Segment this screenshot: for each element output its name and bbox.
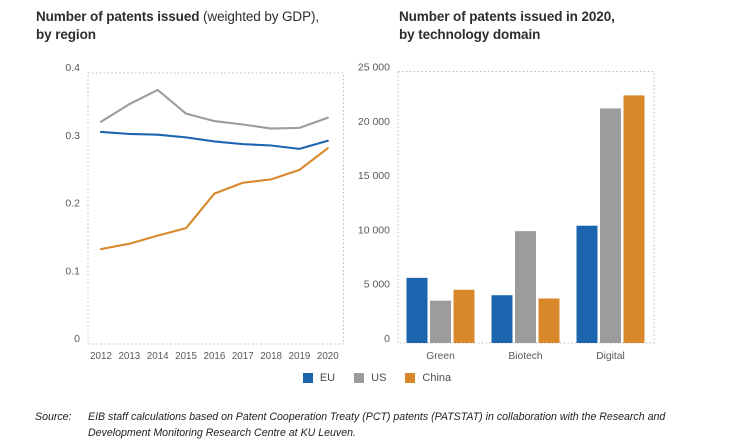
y-axis-tick-label: 0.3	[65, 130, 80, 142]
y-axis-tick-label: 5 000	[364, 279, 390, 291]
x-axis-year-label: 2019	[289, 351, 311, 362]
y-axis-tick-label: 25 000	[358, 62, 390, 74]
bar-digital-china	[623, 95, 645, 343]
bar-digital-us	[600, 108, 621, 343]
y-axis-tick-label: 10 000	[358, 224, 390, 236]
source-note: Source: EIB staff calculations based on …	[35, 410, 715, 441]
bar-green-china	[453, 289, 475, 343]
legend-item-eu: EU	[302, 372, 336, 384]
x-axis-year-label: 2015	[175, 351, 197, 362]
legend-swatch-china	[405, 373, 416, 383]
legend-swatch-us	[354, 373, 365, 383]
legend-label: China	[422, 372, 452, 384]
right-chart-title: Number of patents issued in 2020, by tech…	[399, 8, 719, 44]
legend-swatch-eu	[302, 373, 313, 383]
legend-label: US	[371, 372, 387, 384]
right-chart-title-line1: Number of patents issued in 2020,	[399, 9, 615, 24]
x-axis-year-label: 2018	[260, 351, 282, 362]
y-axis-tick-label: 0	[384, 333, 390, 345]
plot-border	[87, 72, 344, 345]
bar-biotech-china	[538, 298, 560, 343]
source-text: EIB staff calculations based on Patent C…	[88, 411, 666, 439]
left-chart-title-normal: (weighted by GDP),	[199, 9, 320, 24]
legend: EU US China	[0, 372, 740, 384]
right-chart-title-line2: by technology domain	[399, 27, 541, 42]
x-axis-category-label: Green	[426, 351, 455, 362]
legend-item-china: China	[405, 372, 451, 384]
legend-label: EU	[319, 372, 336, 384]
left-chart-title-line2: by region	[36, 27, 96, 42]
bar-green-us	[430, 300, 451, 343]
x-axis-category-label: Biotech	[508, 351, 543, 362]
x-axis-category-label: Digital	[596, 351, 625, 362]
bar-biotech-us	[515, 231, 536, 343]
legend-item-us: US	[354, 372, 386, 384]
y-axis-tick-label: 0.4	[65, 62, 80, 74]
left-chart-title: Number of patents issued (weighted by GD…	[36, 8, 381, 44]
line-series-china	[99, 147, 329, 251]
left-chart-title-bold: Number of patents issued	[36, 9, 200, 24]
x-axis-year-label: 2017	[232, 351, 254, 362]
y-axis-tick-label: 0.1	[65, 265, 80, 277]
source-label: Source:	[35, 411, 72, 423]
line-chart-patents-by-region: 0 0.1 0.2 0.3 0.4 2012 2013 2014 2015 2016 2017 201…	[65, 62, 344, 362]
x-axis-year-label: 2012	[90, 351, 112, 362]
line-series-eu	[99, 130, 329, 150]
x-axis-year-label: 2013	[118, 351, 140, 362]
y-axis-tick-label: 0.2	[65, 198, 80, 210]
bar-digital-eu	[576, 225, 598, 343]
x-axis-year-label: 2016	[204, 351, 226, 362]
bar-biotech-eu	[491, 295, 513, 343]
bar-green-eu	[406, 277, 428, 343]
bar-chart-patents-by-domain: 0 5 000 10 000 15 000 20 000 25 000 Green Biote…	[358, 62, 655, 362]
y-axis-tick-label: 0	[74, 333, 80, 345]
x-axis-year-label: 2014	[147, 351, 169, 362]
y-axis-tick-label: 20 000	[358, 116, 390, 128]
line-series-us	[99, 88, 329, 130]
x-axis-year-label: 2020	[317, 351, 339, 362]
y-axis-tick-label: 15 000	[358, 170, 390, 182]
